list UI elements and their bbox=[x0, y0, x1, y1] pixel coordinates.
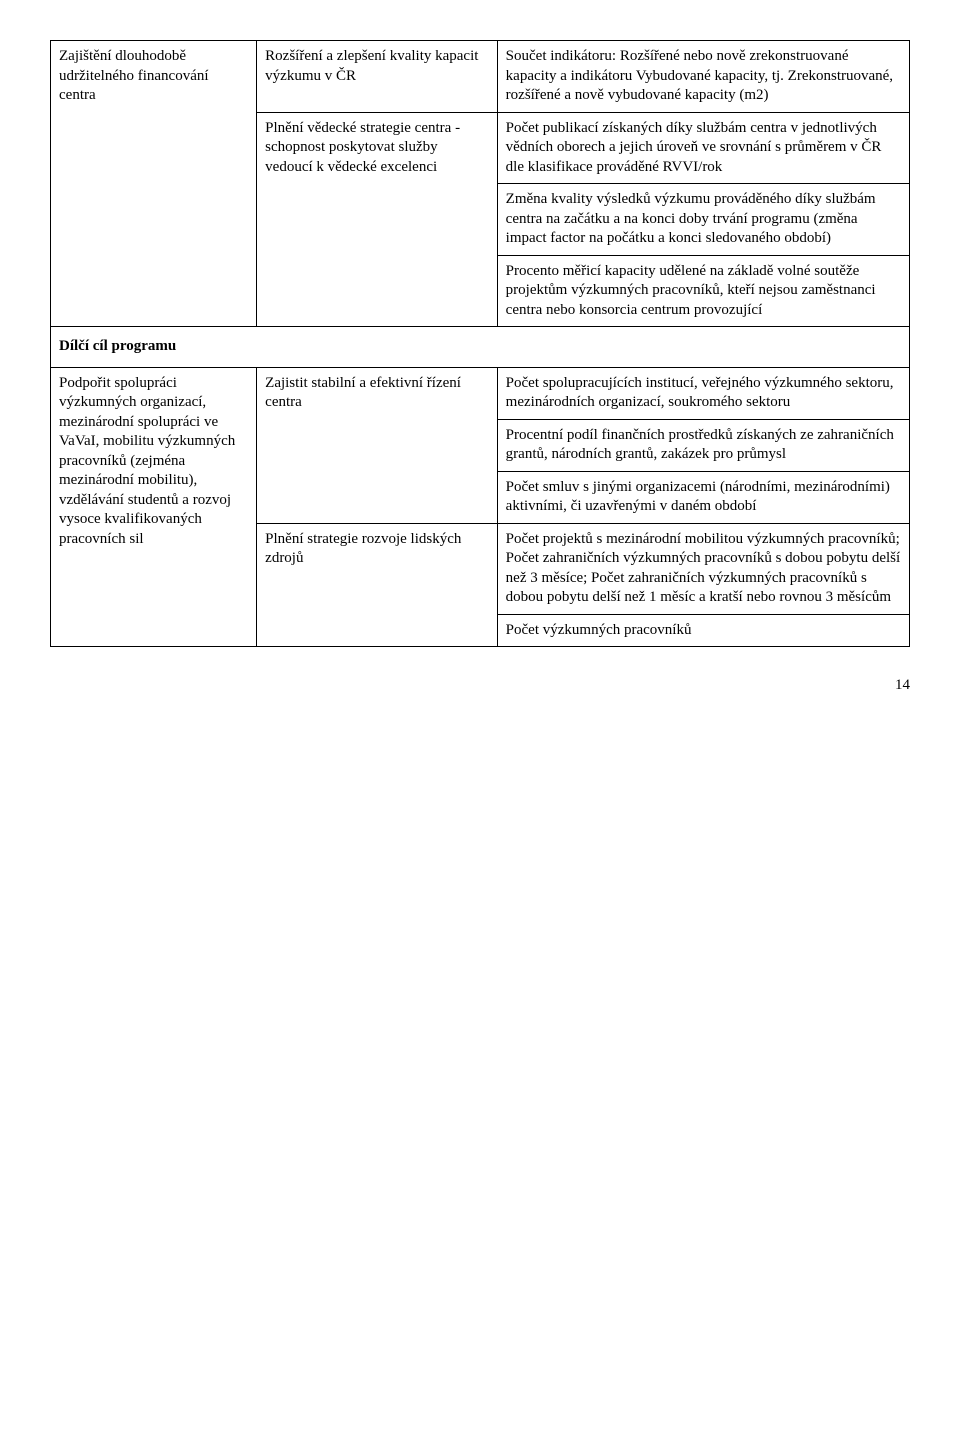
cell-indicator-2: Počet publikací získaných díky službám c… bbox=[497, 112, 909, 184]
cell-measure-1: Rozšíření a zlepšení kvality kapacit výz… bbox=[257, 41, 498, 113]
table-row: Zajištění dlouhodobě udržitelného financ… bbox=[51, 41, 910, 113]
cell-indicator-7: Počet smluv s jinými organizacemi (národ… bbox=[497, 471, 909, 523]
cell-measure-3: Zajistit stabilní a efektivní řízení cen… bbox=[257, 367, 498, 523]
cell-measure-2: Plnění vědecké strategie centra - schopn… bbox=[257, 112, 498, 327]
cell-indicator-3: Změna kvality výsledků výzkumu prováděné… bbox=[497, 184, 909, 256]
section-heading-row: Dílčí cíl programu bbox=[51, 327, 910, 368]
page-number: 14 bbox=[50, 677, 910, 694]
table-row: Podpořit spolupráci výzkumných organizac… bbox=[51, 367, 910, 419]
cell-indicator-4: Procento měřicí kapacity udělené na zákl… bbox=[497, 255, 909, 327]
cell-indicator-6: Procentní podíl finančních prostředků zí… bbox=[497, 419, 909, 471]
section-heading: Dílčí cíl programu bbox=[51, 327, 910, 368]
cell-measure-4: Plnění strategie rozvoje lidských zdrojů bbox=[257, 523, 498, 647]
cell-indicator-5: Počet spolupracujících institucí, veřejn… bbox=[497, 367, 909, 419]
cell-goal-1: Zajištění dlouhodobě udržitelného financ… bbox=[51, 41, 257, 327]
cell-indicator-8: Počet projektů s mezinárodní mobilitou v… bbox=[497, 523, 909, 614]
cell-indicator-9: Počet výzkumných pracovníků bbox=[497, 614, 909, 647]
document-table: Zajištění dlouhodobě udržitelného financ… bbox=[50, 40, 910, 647]
cell-indicator-1: Součet indikátoru: Rozšířené nebo nově z… bbox=[497, 41, 909, 113]
cell-goal-2: Podpořit spolupráci výzkumných organizac… bbox=[51, 367, 257, 647]
